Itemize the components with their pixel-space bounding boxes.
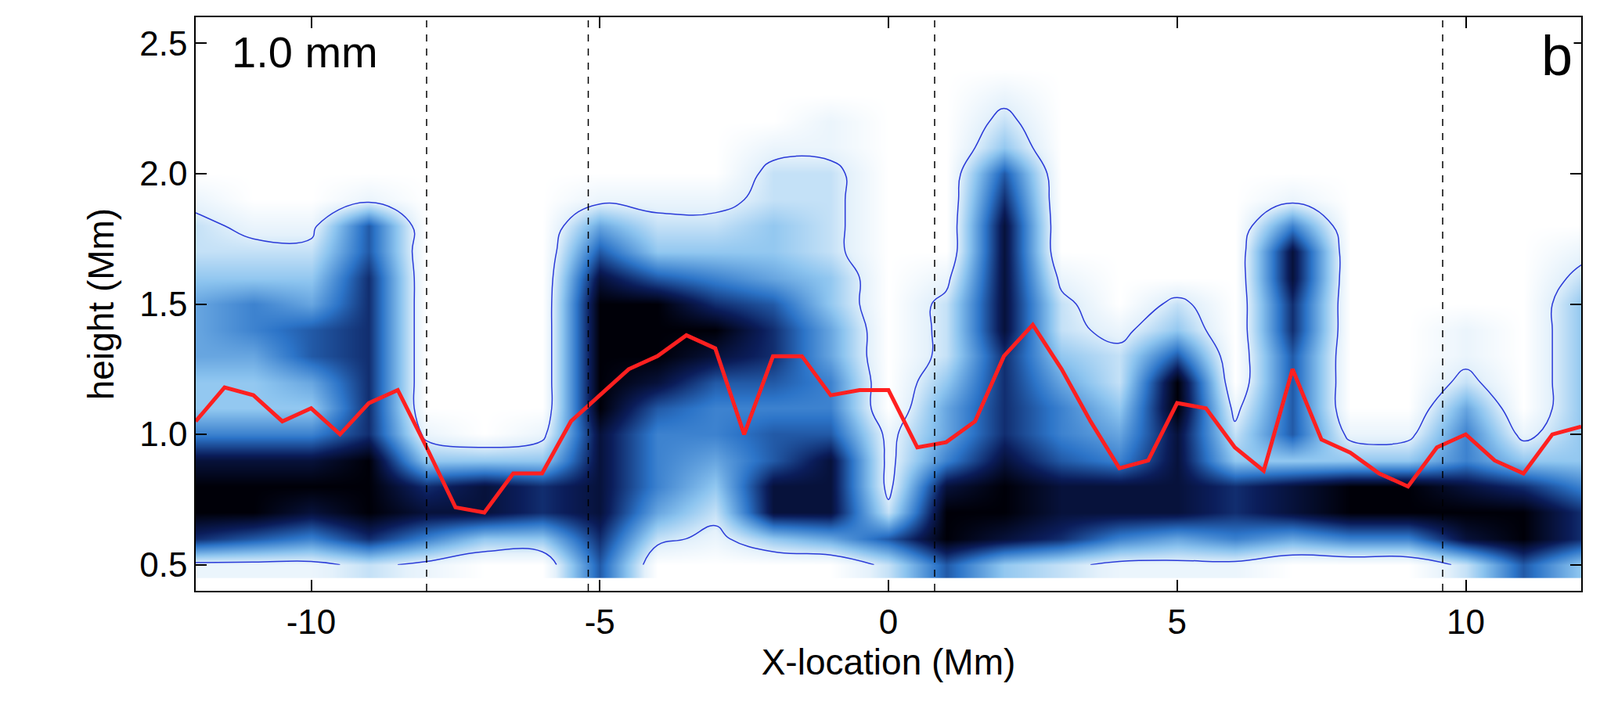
svg-text:1.5: 1.5 [139, 284, 188, 324]
svg-text:2.5: 2.5 [139, 24, 188, 63]
svg-text:-10: -10 [286, 602, 337, 642]
svg-text:height (Mm): height (Mm) [80, 208, 122, 400]
svg-text:1.0: 1.0 [139, 414, 188, 454]
svg-text:10: 10 [1446, 602, 1485, 642]
svg-text:5: 5 [1167, 602, 1187, 642]
svg-text:0.5: 0.5 [139, 545, 188, 584]
svg-text:-5: -5 [584, 602, 616, 642]
svg-text:X-location (Mm): X-location (Mm) [761, 641, 1017, 683]
svg-text:b: b [1541, 24, 1573, 87]
svg-text:1.0 mm: 1.0 mm [231, 27, 379, 77]
svg-text:0: 0 [879, 602, 898, 642]
svg-text:2.0: 2.0 [139, 154, 188, 193]
